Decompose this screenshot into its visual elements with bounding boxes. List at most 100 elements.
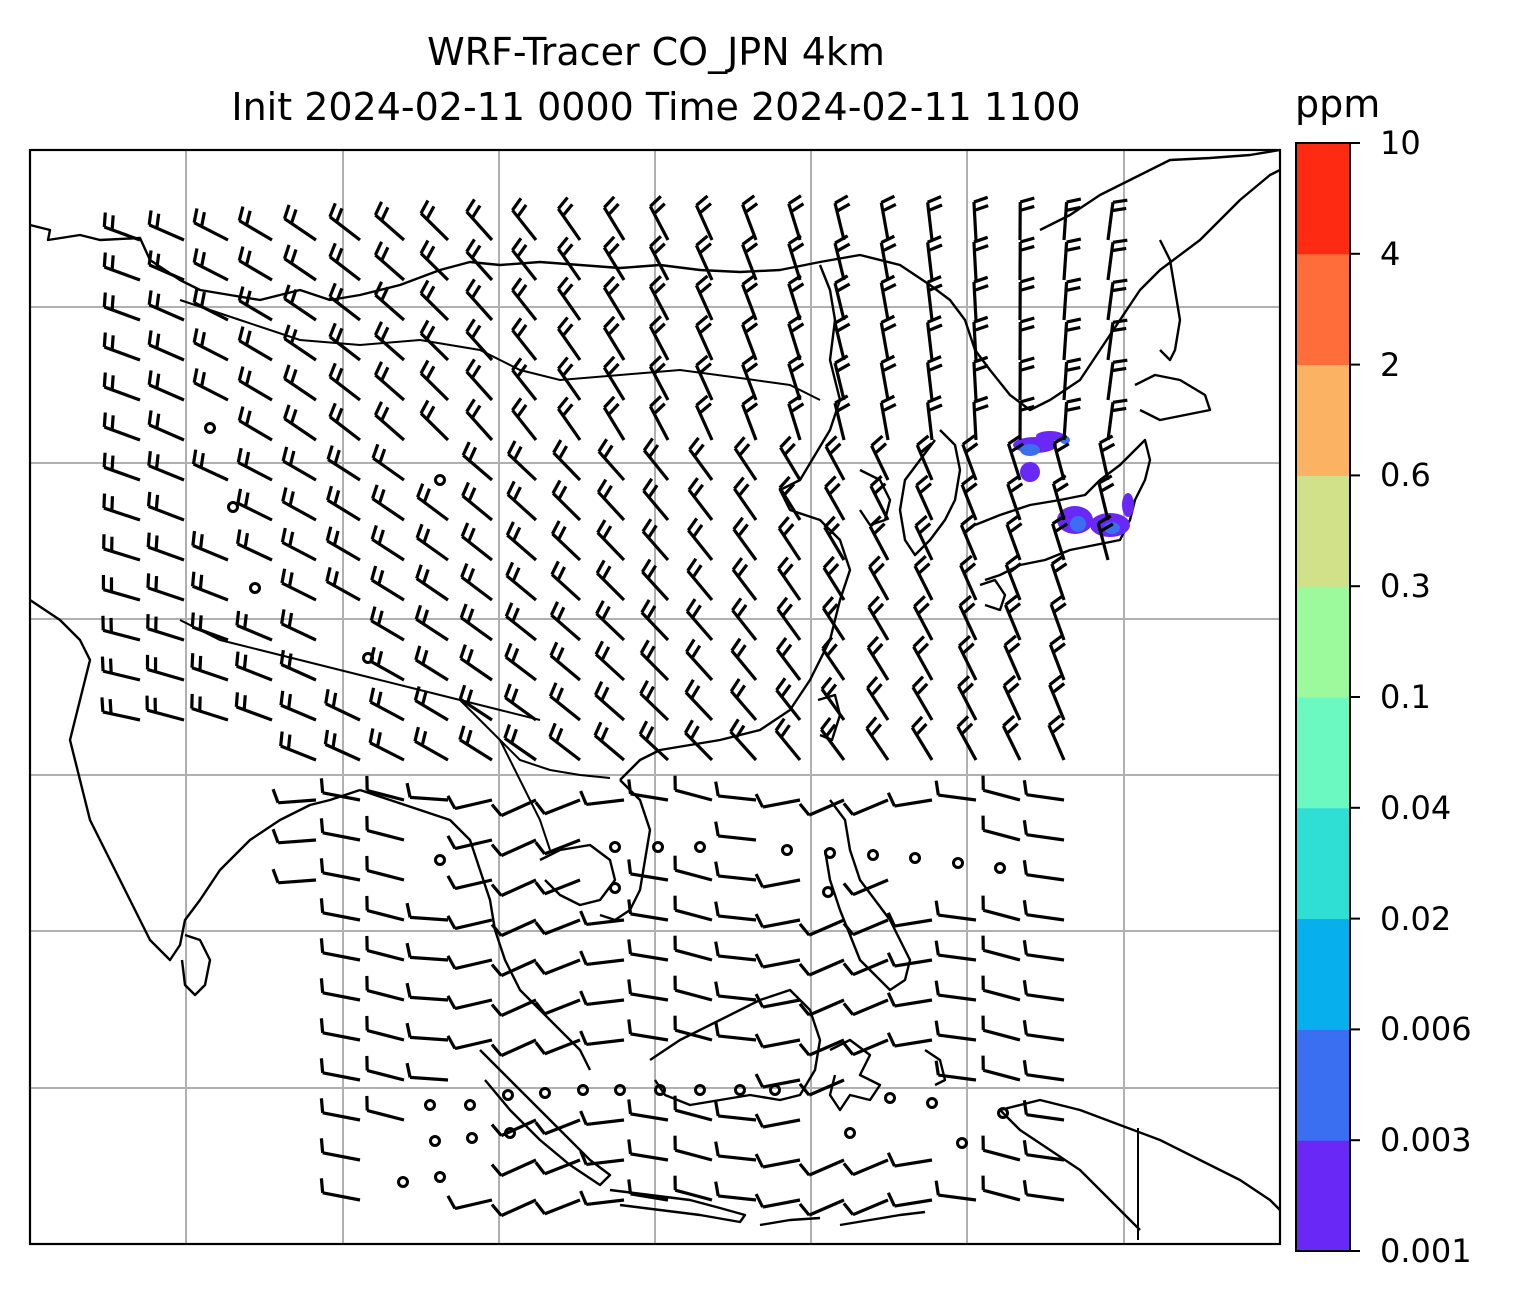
wind-barb-248 <box>190 653 229 682</box>
wind-barb-86 <box>879 314 897 361</box>
wind-barb-453 <box>754 1193 801 1209</box>
wind-barb-251 <box>369 646 405 682</box>
wind-barb-161 <box>236 488 273 522</box>
coast-japan-kyushu <box>979 578 1007 612</box>
wind-barb-382 <box>405 982 449 1002</box>
colorbar-tick-label: 0.3 <box>1380 567 1431 606</box>
wind-barb-400 <box>446 1035 493 1051</box>
wind-barb-169 <box>596 478 626 522</box>
wind-barb-124 <box>556 396 582 441</box>
wind-barb-136 <box>1106 398 1128 441</box>
wind-barb-165 <box>416 483 449 522</box>
wind-barb-448 <box>534 1198 581 1216</box>
coast-gulf-thailand <box>539 843 617 907</box>
wind-barb-148 <box>642 437 670 482</box>
wind-barb-280 <box>684 679 714 722</box>
colorbar-tick-label: 0.02 <box>1380 899 1452 938</box>
wind-barb-102 <box>556 356 582 401</box>
wind-barb-64 <box>926 275 943 321</box>
wind-barb-288 <box>1048 674 1066 721</box>
calm-circle-18 <box>464 1099 476 1111</box>
wind-barb-78 <box>511 317 538 361</box>
wind-barb-292 <box>413 726 449 762</box>
wind-barb-283 <box>820 676 846 721</box>
wind-barb-229 <box>280 609 317 642</box>
wind-barb-307 <box>271 788 317 805</box>
wind-barb-189 <box>460 522 493 562</box>
wind-barb-297 <box>638 720 670 762</box>
wind-barb-57 <box>602 275 626 321</box>
wind-barb-259 <box>730 637 758 682</box>
wind-barb-425 <box>534 1118 581 1136</box>
wind-barb-7 <box>419 199 450 242</box>
wind-barb-52 <box>373 281 406 322</box>
wind-barb-147 <box>597 438 626 482</box>
wind-barb-50 <box>283 284 317 322</box>
calm-circle-29 <box>997 1107 1009 1119</box>
wind-barb-421 <box>1022 1060 1065 1082</box>
wind-barb-410 <box>886 1032 933 1048</box>
wind-barb-281 <box>729 678 758 722</box>
wind-barb-120 <box>373 401 406 442</box>
coast-java <box>609 1188 747 1224</box>
wind-barb-0 <box>102 212 141 242</box>
wind-barb-446 <box>446 1195 493 1211</box>
wind-barb-181 <box>102 534 141 562</box>
wind-barb-106 <box>741 354 759 401</box>
wind-barb-172 <box>733 476 758 521</box>
wind-barb-66 <box>1018 276 1035 321</box>
wind-barb-59 <box>694 274 714 321</box>
wind-barb-290 <box>323 729 361 762</box>
wind-barb-194 <box>686 517 714 561</box>
wind-barb-319 <box>798 798 845 817</box>
wind-barb-25 <box>192 248 229 282</box>
wind-barb-146 <box>552 439 582 482</box>
wind-barb-284 <box>866 676 890 721</box>
wind-barb-213 <box>550 560 582 602</box>
wind-barb-68 <box>1106 278 1128 321</box>
wind-barb-433 <box>490 1158 537 1178</box>
wind-barbs <box>100 194 1128 1218</box>
wind-barb-343 <box>754 873 801 889</box>
colorbar-band-3 <box>1296 807 1350 920</box>
wind-barb-452 <box>714 1181 757 1202</box>
wind-barb-139 <box>191 449 229 482</box>
wind-barb-456 <box>886 1192 933 1208</box>
wind-barb-62 <box>833 274 851 321</box>
wind-barb-396 <box>1022 980 1065 1002</box>
wind-barb-82 <box>694 314 714 361</box>
wind-barb-130 <box>833 394 851 441</box>
wind-barb-153 <box>870 434 890 481</box>
wind-barb-58 <box>648 275 670 321</box>
wind-barb-203 <box>1096 514 1114 561</box>
wind-barb-445 <box>319 1178 361 1202</box>
wind-barb-395 <box>981 975 1021 1002</box>
wind-barb-186 <box>325 526 361 562</box>
wind-barb-363 <box>319 938 361 962</box>
wind-barb-265 <box>1003 634 1022 681</box>
wind-barb-48 <box>192 288 229 322</box>
wind-barb-180 <box>1097 474 1115 521</box>
wind-barb-417 <box>754 1073 801 1089</box>
coast-borneo <box>649 988 822 1107</box>
calm-circle-32 <box>504 1127 516 1139</box>
wind-barb-12 <box>648 195 670 241</box>
wind-barb-354 <box>673 895 713 922</box>
wind-barb-63 <box>879 274 897 321</box>
wind-barb-374 <box>798 958 845 977</box>
wind-barb-135 <box>1062 397 1082 441</box>
wind-barb-110 <box>926 355 943 401</box>
wind-barb-140 <box>236 447 273 482</box>
wind-barb-96 <box>283 364 317 402</box>
wind-barb-418 <box>798 1078 845 1097</box>
wind-barb-108 <box>833 354 851 401</box>
wind-barb-430 <box>754 1113 801 1129</box>
wind-barb-236 <box>640 599 670 642</box>
wind-barb-109 <box>879 354 897 401</box>
wind-barb-272 <box>324 689 361 722</box>
wind-barb-183 <box>191 530 229 562</box>
calm-circle-11 <box>867 849 879 861</box>
wind-barb-441 <box>842 1158 889 1177</box>
wind-barb-427 <box>627 1099 669 1122</box>
